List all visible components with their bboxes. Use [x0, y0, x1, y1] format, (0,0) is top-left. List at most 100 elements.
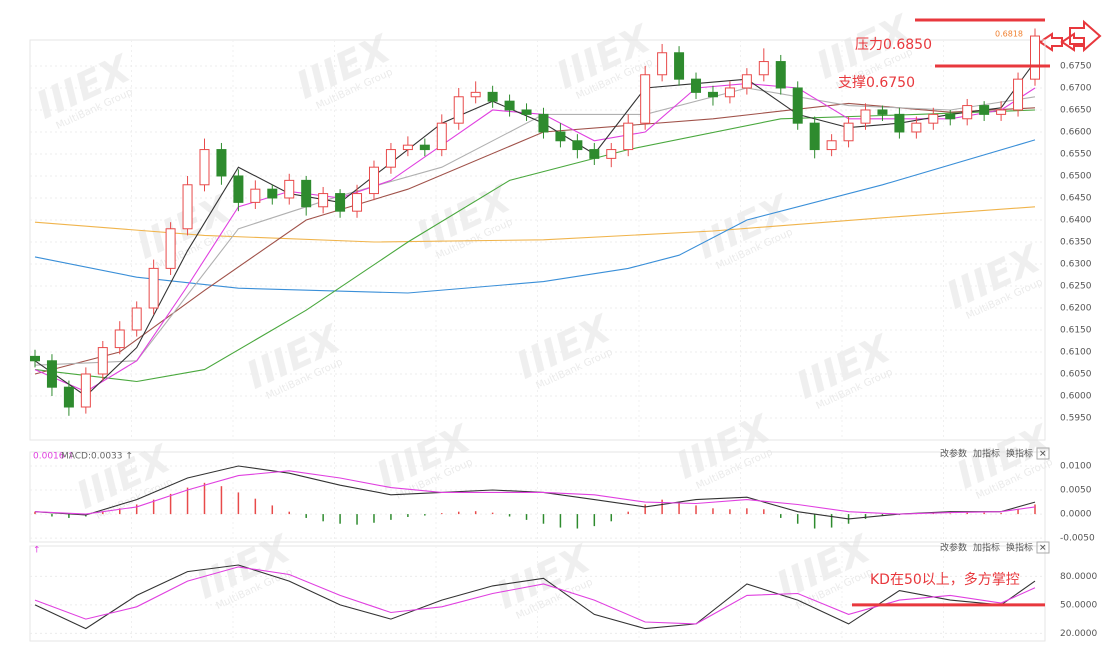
candle-body [250, 188, 261, 203]
y-tick-label: 0.6600 [1060, 127, 1092, 137]
candle-body [521, 109, 532, 115]
candle-body [233, 175, 244, 203]
candle-body [996, 109, 1007, 115]
candle-body [945, 113, 956, 120]
annotation: 压力0.6850 [855, 37, 932, 53]
panel-button[interactable]: 换指标 [1006, 448, 1033, 460]
annotation: 支撑0.6750 [838, 75, 915, 91]
candle-body [758, 61, 769, 76]
candle-body [843, 122, 854, 142]
candle-body [657, 52, 668, 76]
y-tick-label: 0.6450 [1060, 193, 1092, 203]
candle-body [131, 307, 142, 331]
candle-body [741, 74, 752, 89]
candle-body [606, 149, 617, 159]
candle-body [368, 166, 379, 195]
panel-button[interactable]: 换指标 [1006, 542, 1033, 554]
close-box [1036, 447, 1050, 460]
candle-body [691, 78, 702, 93]
candle-body [589, 149, 600, 159]
y-tick-label: 0.6050 [1060, 369, 1092, 379]
candle-body [979, 105, 990, 115]
y-tick-label: 0.6750 [1060, 61, 1092, 71]
arrow-icon [1069, 19, 1102, 53]
candle-body [724, 87, 735, 98]
y-tick-label: 0.6650 [1060, 105, 1092, 115]
candle-body [538, 113, 549, 133]
candle-body [487, 91, 498, 102]
candle-body [894, 113, 905, 133]
panel-button[interactable]: 加指标 [973, 542, 1000, 554]
panel-header: ↑ [33, 546, 41, 556]
candle-body [877, 109, 888, 115]
candle-body [148, 267, 159, 309]
candle-body [707, 91, 718, 98]
candle-body [436, 122, 447, 151]
y-tick-label: 0.6400 [1060, 215, 1092, 225]
panel-button[interactable]: 改参数 [940, 448, 967, 460]
candle-body [182, 184, 193, 230]
y-tick-label: 0.6700 [1060, 83, 1092, 93]
candle-body [419, 144, 430, 151]
candle-body [1013, 78, 1024, 111]
last-price: 0.6818 [995, 30, 1023, 39]
y-tick-label: 0.6250 [1060, 281, 1092, 291]
panel-header: 0.0016 ↑ [33, 452, 75, 462]
line-series [34, 564, 1036, 630]
y-tick-label: 0.6300 [1060, 259, 1092, 269]
candle-body [792, 87, 803, 124]
candle-body [80, 373, 91, 408]
line-series [34, 139, 1036, 294]
y-tick-label: 0.0100 [1060, 461, 1092, 471]
candle-body [928, 113, 939, 124]
y-tick-label: 0.6550 [1060, 149, 1092, 159]
candle-body [63, 386, 74, 408]
line-series [34, 470, 1036, 515]
y-tick-label: 80.0000 [1060, 572, 1097, 582]
panel-button[interactable]: ✕ [1039, 544, 1047, 554]
panel-button[interactable]: ✕ [1039, 450, 1047, 460]
y-tick-label: 0.6200 [1060, 303, 1092, 313]
panel-button[interactable]: 改参数 [940, 542, 967, 554]
candle-body [402, 144, 413, 151]
candle-body [114, 329, 125, 349]
annotation: KD在50以上，多方掌控 [870, 571, 1020, 588]
candle-body [860, 109, 871, 124]
candle-body [385, 149, 396, 168]
candle-body [352, 193, 363, 212]
candle-body [572, 140, 583, 151]
candle-body [335, 193, 346, 212]
close-box [1036, 541, 1050, 554]
candle-body [165, 228, 176, 269]
candle-body [623, 122, 634, 151]
candle-body [453, 96, 464, 124]
y-tick-label: -0.0050 [1060, 534, 1095, 544]
y-tick-label: 0.6500 [1060, 171, 1092, 181]
y-tick-label: 0.5950 [1060, 413, 1092, 423]
candle-body [911, 122, 922, 133]
candle-body [97, 347, 108, 375]
candle-body [199, 149, 210, 186]
y-tick-label: 0.6100 [1060, 347, 1092, 357]
y-tick-label: 50.0000 [1060, 600, 1097, 610]
y-tick-label: 0.0000 [1060, 510, 1092, 520]
y-tick-label: 0.6350 [1060, 237, 1092, 247]
candle-body [267, 188, 278, 199]
candle-body [30, 355, 40, 362]
candle-body [555, 131, 566, 142]
candle-body [216, 149, 227, 177]
candle-body [301, 179, 312, 208]
candle-body [826, 140, 837, 151]
panel-button[interactable]: 加指标 [973, 448, 1000, 460]
arrow-icon [1038, 32, 1085, 52]
candle-body [470, 91, 481, 98]
candle-body [962, 105, 973, 120]
candle-body [775, 61, 786, 89]
y-tick-label: 0.6150 [1060, 325, 1092, 335]
candle-body [504, 100, 515, 111]
candle-body [46, 360, 57, 388]
y-tick-label: 20.0000 [1060, 629, 1097, 639]
line-series [34, 206, 1036, 243]
candle-body [284, 179, 295, 199]
